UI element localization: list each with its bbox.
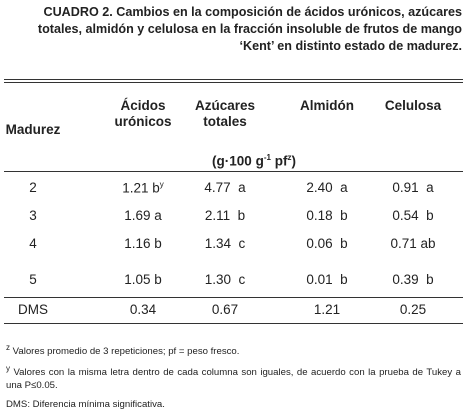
cell: 1.34 c: [204, 236, 246, 251]
cell: 1.05 b: [124, 272, 162, 287]
column-header: Celulosa: [384, 98, 442, 113]
column-header: Ácidos urónicos: [114, 98, 172, 129]
cell: 2.40 a: [306, 180, 348, 195]
note-mark: y: [159, 180, 164, 189]
units-mark: z: [287, 153, 292, 162]
units-text: ): [291, 153, 296, 169]
cell: 0.39 b: [392, 272, 434, 287]
cell: 2.11 b: [204, 208, 246, 223]
row-label: 4: [29, 236, 37, 251]
footnote-text: Valores promedio de 3 repeticiones; pf =…: [12, 346, 240, 358]
dms-cell: 0.25: [399, 302, 427, 317]
dms-cell: 1.21: [313, 302, 341, 317]
footnote: DMS: Diferencia mínima significativa.: [6, 398, 461, 411]
cell: 0.71 ab: [390, 236, 436, 251]
caption-text: Cambios en la composición de ácidos urón…: [37, 5, 462, 53]
units-text: (g·100 g: [212, 153, 264, 169]
units-text: pf: [270, 153, 288, 169]
row-label: 3: [29, 208, 37, 223]
cell: 0.18 b: [306, 208, 348, 223]
footnote: z Valores promedio de 3 repeticiones; pf…: [6, 341, 461, 358]
row-label: 5: [29, 272, 37, 287]
dms-cell: DMS: [18, 302, 48, 317]
footnote-text: DMS: Diferencia mínima significativa.: [6, 399, 165, 410]
cell: 0.54 b: [392, 208, 434, 223]
cell: 1.21 by: [122, 180, 164, 196]
column-header: Madurez: [5, 122, 61, 137]
footnote-text: Valores con la misma letra dentro de cad…: [6, 367, 461, 392]
rule: [4, 323, 463, 324]
cell: 0.06 b: [306, 236, 348, 251]
cell: 1.30 c: [204, 272, 246, 287]
rule: [4, 171, 463, 172]
cell: 4.77 a: [204, 180, 246, 195]
cell: 0.01 b: [306, 272, 348, 287]
column-header: Almidón: [300, 98, 354, 113]
dms-cell: 0.34: [129, 302, 157, 317]
footnote: y Valores con la misma letra dentro de c…: [6, 362, 461, 392]
footnote-mark: y: [6, 364, 10, 373]
cell: 1.69 a: [124, 208, 162, 223]
dms-cell: 0.67: [211, 302, 239, 317]
cell: 1.16 b: [124, 236, 162, 251]
units: (g·100 g-1 pfz): [212, 150, 296, 170]
rule: [4, 297, 463, 298]
caption-label: CUADRO 2.: [43, 5, 113, 19]
rule: [4, 79, 463, 80]
row-label: 2: [29, 180, 37, 195]
footnote-mark: z: [6, 343, 10, 352]
caption: CUADRO 2. Cambios en la composición de á…: [4, 4, 462, 55]
rule: [4, 82, 463, 83]
column-header: Azúcares totales: [194, 98, 256, 129]
cell: 0.91 a: [392, 180, 434, 195]
units-exp: -1: [263, 153, 271, 162]
